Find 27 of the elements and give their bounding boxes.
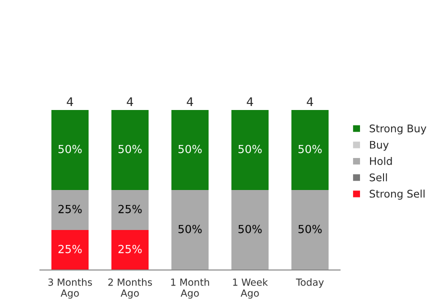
legend-label: Strong Sell	[370, 190, 425, 200]
x-tick-label: 3 Months Ago	[48, 278, 92, 299]
annotation: 4	[306, 97, 314, 106]
data-label: 50%	[298, 144, 322, 154]
x-tick-label: 2 Months Ago	[108, 278, 152, 299]
data-label: 50%	[58, 144, 82, 154]
legend-label: Strong Buy	[370, 124, 426, 134]
annotation: 4	[66, 97, 74, 106]
data-label: 25%	[118, 204, 142, 214]
legend-label: Buy	[370, 140, 389, 151]
annotation: 4	[186, 97, 194, 106]
legend-label: Hold	[370, 156, 392, 166]
data-label: 25%	[58, 204, 82, 214]
data-label: 50%	[298, 224, 322, 234]
x-tick-label: 1 Week Ago	[233, 278, 268, 299]
x-tick-label: Today	[296, 278, 324, 288]
legend-label: Sell	[370, 173, 387, 182]
data-label: 50%	[118, 144, 142, 154]
data-label: 25%	[118, 244, 142, 254]
data-label: 50%	[178, 224, 202, 234]
annotation: 4	[246, 97, 254, 106]
annotation: 4	[126, 97, 134, 106]
data-label: 25%	[58, 244, 82, 254]
x-tick-label: 1 Month Ago	[171, 278, 210, 299]
data-label: 50%	[238, 144, 262, 154]
data-label: 50%	[178, 144, 202, 154]
data-label: 50%	[238, 224, 262, 234]
